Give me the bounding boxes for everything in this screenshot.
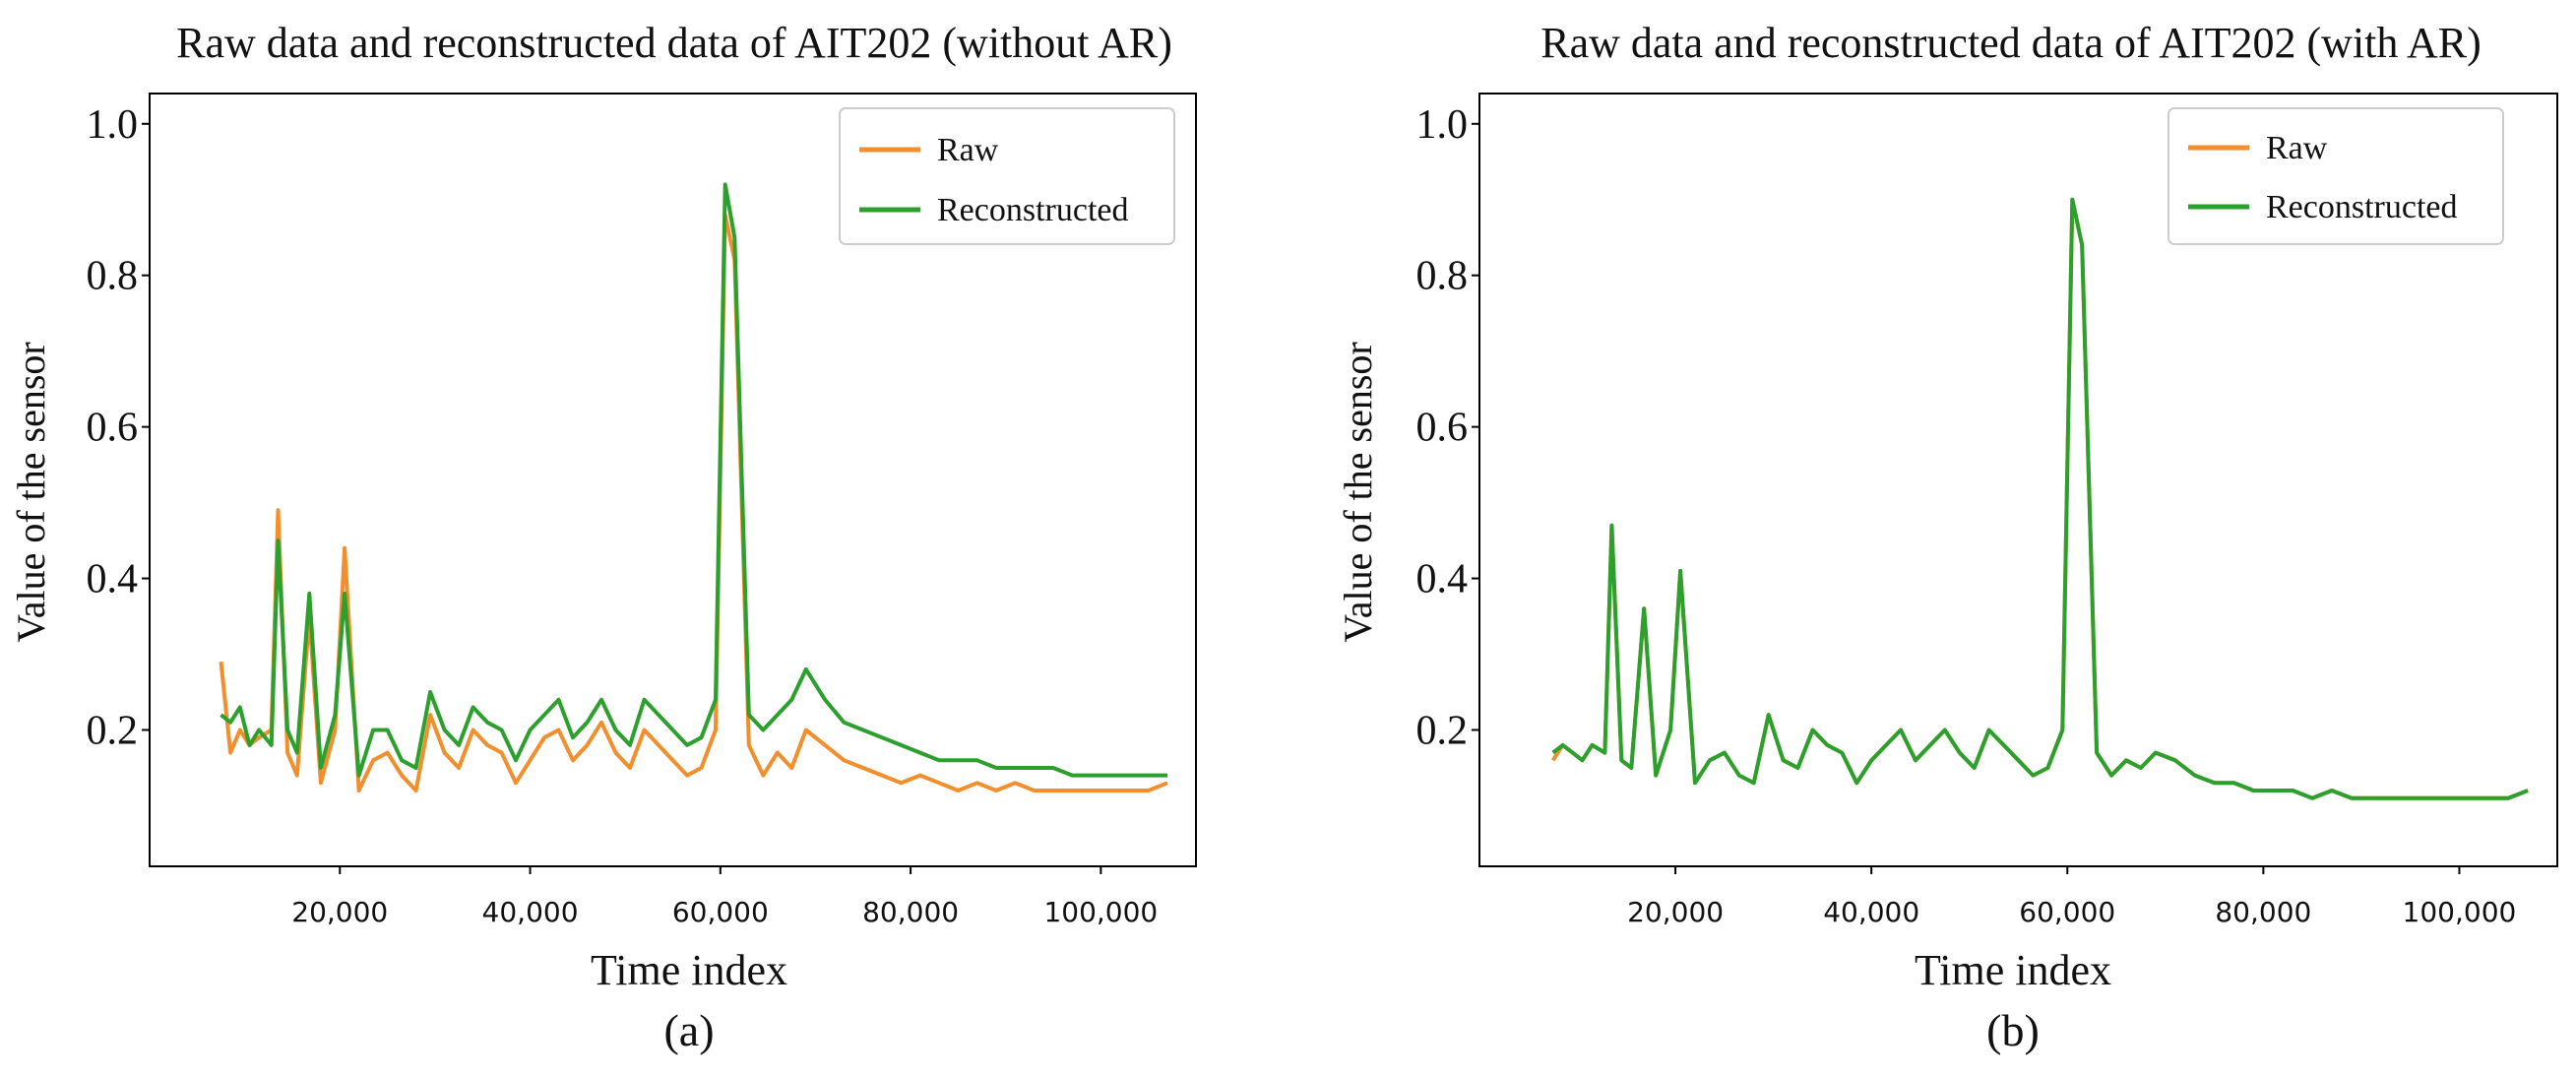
y-tick-label-b: 0.4 [1416,557,1469,602]
y-tick-label-b: 0.6 [1416,406,1469,451]
axis-ticks-a: 0.2 0.4 0.6 0.8 1.0 20,000 40,000 60,000 80,000 1… [87,102,1159,928]
y-tick-label-b: 0.8 [1416,254,1469,299]
caption-b: (b) [1986,1005,2040,1055]
x-tick-label-a: 100,000 [1043,896,1158,928]
chart-title-a: Raw data and reconstructed data of AIT20… [176,19,1172,67]
series-line-reconstructed-a [220,182,1167,778]
x-tick-label-a: 60,000 [672,896,769,928]
y-tick-label-b: 0.2 [1416,708,1469,753]
y-tick-label-a: 1.0 [87,102,139,148]
x-tick-label-b: 80,000 [2215,896,2311,928]
y-tick-label-a: 0.2 [87,708,139,753]
x-tick-label-b: 100,000 [2403,896,2517,928]
legend-a: Raw Reconstructed [839,107,1175,245]
axis-ticks-b: 0.2 0.4 0.6 0.8 1.0 20,000 40,000 60,000 80,000 1… [1416,102,2517,928]
legend-b: Raw Reconstructed [2168,107,2504,245]
y-tick-label-a: 0.4 [87,557,139,602]
x-axis-label-b: Time index [1915,946,2111,994]
y-axis-label-a: Value of the sensor [9,342,53,642]
series-line-raw-a [219,213,1168,792]
x-tick-label-b: 60,000 [2019,896,2115,928]
legend-box-a [839,107,1175,245]
y-tick-label-b: 1.0 [1416,102,1469,148]
y-tick-label-a: 0.8 [87,254,139,299]
x-axis-label-a: Time index [591,946,787,994]
caption-a: (a) [663,1005,714,1055]
y-axis-label-b: Value of the sensor [1336,342,1380,642]
x-tick-label-a: 80,000 [862,896,959,928]
x-tick-label-a: 40,000 [482,896,579,928]
legend-label-reconstructed-a: Reconstructed [937,192,1129,228]
legend-label-raw-a: Raw [937,132,999,168]
legend-label-reconstructed-b: Reconstructed [2266,189,2458,225]
panel-b: Raw data and reconstructed data of AIT20… [1336,19,2558,1055]
series-lines-b [1551,197,2529,800]
x-tick-label-b: 20,000 [1627,896,1724,928]
legend-label-raw-b: Raw [2266,130,2328,166]
series-line-reconstructed-b [1551,197,2529,800]
x-tick-label-b: 40,000 [1823,896,1919,928]
x-tick-label-a: 20,000 [291,896,388,928]
y-tick-label-a: 0.6 [87,406,139,451]
chart-title-b: Raw data and reconstructed data of AIT20… [1540,19,2482,67]
legend-box-b [2168,107,2504,245]
panel-a: Raw data and reconstructed data of AIT20… [9,19,1197,1055]
series-lines-a [219,182,1168,792]
